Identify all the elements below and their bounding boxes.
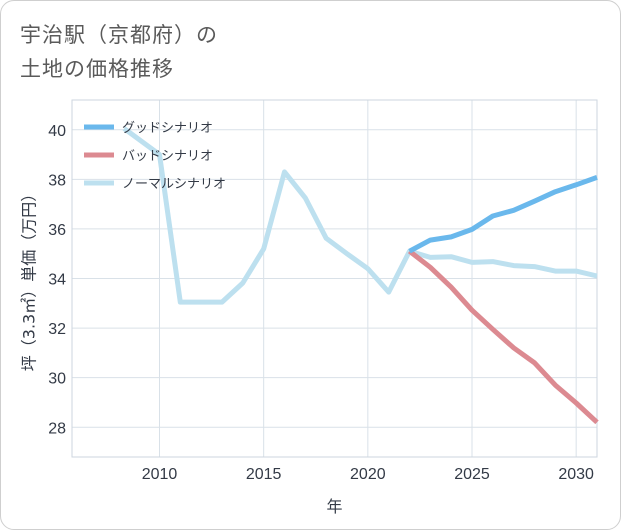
grid-lines: [72, 100, 597, 457]
plot-area-frame: [71, 99, 598, 458]
x-tick-label: 2025: [454, 466, 490, 483]
tick-labels: 2010 2015 2020 2025 2030 28 30 32 34 36 38 40: [48, 123, 594, 483]
x-tick-label: 2015: [246, 466, 282, 483]
x-tick-label: 2030: [558, 466, 594, 483]
chart-title-line-2: 土地の価格推移: [20, 57, 174, 81]
y-tick-label: 40: [48, 123, 66, 140]
x-axis-label: 年: [326, 497, 342, 516]
legend-label: グッドシナリオ: [122, 121, 213, 136]
y-axis-label: 坪（3.3㎡）単価（万円）: [20, 186, 39, 371]
chart-title: 宇治駅（京都府）の 土地の価格推移: [20, 18, 218, 86]
y-tick-label: 34: [48, 272, 66, 289]
y-tick-label: 36: [48, 222, 66, 239]
x-tick-label: 2010: [142, 466, 178, 483]
series-line-good: [408, 175, 598, 254]
y-tick-label: 38: [48, 172, 66, 189]
y-tick-label: 32: [48, 321, 66, 338]
series-lines: [122, 126, 599, 425]
y-tick-label: 30: [48, 371, 66, 388]
y-tick-label: 28: [48, 420, 66, 437]
series-line-bad: [407, 249, 599, 425]
legend-label: バッドシナリオ: [122, 149, 213, 164]
legend-label: ノーマルシナリオ: [122, 177, 226, 192]
x-tick-label: 2020: [350, 466, 386, 483]
chart-title-line-1: 宇治駅（京都府）の: [20, 23, 218, 47]
series-line-normal: [122, 126, 598, 305]
